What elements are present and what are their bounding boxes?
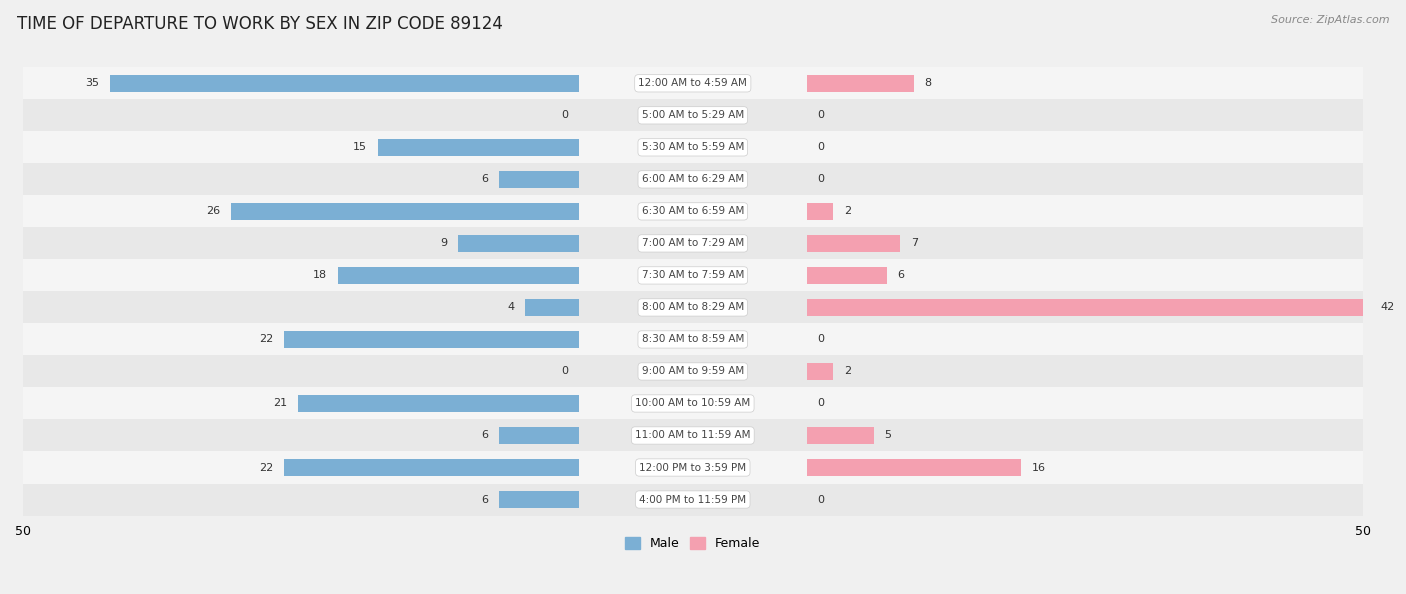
Text: 5:30 AM to 5:59 AM: 5:30 AM to 5:59 AM — [641, 143, 744, 152]
Bar — [22, 228, 1362, 260]
Text: 7:30 AM to 7:59 AM: 7:30 AM to 7:59 AM — [641, 270, 744, 280]
Bar — [22, 260, 1362, 292]
Bar — [807, 426, 873, 444]
Text: 26: 26 — [205, 206, 219, 216]
Legend: Male, Female: Male, Female — [620, 532, 765, 555]
Text: 0: 0 — [817, 175, 824, 184]
Bar — [22, 484, 1362, 516]
Bar — [284, 331, 579, 348]
Bar — [22, 419, 1362, 451]
Text: 9:00 AM to 9:59 AM: 9:00 AM to 9:59 AM — [641, 366, 744, 377]
Text: 16: 16 — [1032, 463, 1046, 472]
Text: 11:00 AM to 11:59 AM: 11:00 AM to 11:59 AM — [636, 431, 751, 441]
Bar — [22, 67, 1362, 99]
Bar — [110, 74, 579, 92]
Bar — [807, 267, 887, 284]
Bar — [22, 163, 1362, 195]
Text: 6: 6 — [481, 495, 488, 504]
Bar — [22, 387, 1362, 419]
Text: 8:30 AM to 8:59 AM: 8:30 AM to 8:59 AM — [641, 334, 744, 345]
Bar — [807, 363, 834, 380]
Bar — [22, 292, 1362, 324]
Text: 7:00 AM to 7:29 AM: 7:00 AM to 7:29 AM — [641, 238, 744, 248]
Text: 7: 7 — [911, 238, 918, 248]
Text: 22: 22 — [259, 463, 274, 472]
Text: 2: 2 — [844, 206, 851, 216]
Text: 0: 0 — [817, 334, 824, 345]
Text: 10:00 AM to 10:59 AM: 10:00 AM to 10:59 AM — [636, 399, 751, 409]
Bar — [337, 267, 579, 284]
Bar — [499, 491, 579, 508]
Text: 9: 9 — [440, 238, 447, 248]
Bar — [807, 235, 900, 252]
Bar — [284, 459, 579, 476]
Text: 12:00 PM to 3:59 PM: 12:00 PM to 3:59 PM — [640, 463, 747, 472]
Text: 0: 0 — [561, 110, 568, 121]
Text: 42: 42 — [1381, 302, 1395, 312]
Text: 4: 4 — [508, 302, 515, 312]
Text: 6:30 AM to 6:59 AM: 6:30 AM to 6:59 AM — [641, 206, 744, 216]
Bar — [458, 235, 579, 252]
Bar — [231, 203, 579, 220]
Bar — [807, 299, 1369, 316]
Bar — [22, 195, 1362, 228]
Bar — [526, 299, 579, 316]
Text: 6:00 AM to 6:29 AM: 6:00 AM to 6:29 AM — [641, 175, 744, 184]
Text: 4:00 PM to 11:59 PM: 4:00 PM to 11:59 PM — [640, 495, 747, 504]
Text: 21: 21 — [273, 399, 287, 409]
Bar — [22, 355, 1362, 387]
Bar — [807, 203, 834, 220]
Text: 0: 0 — [561, 366, 568, 377]
Text: 8: 8 — [925, 78, 932, 89]
Text: 5: 5 — [884, 431, 891, 441]
Bar — [22, 451, 1362, 484]
Text: Source: ZipAtlas.com: Source: ZipAtlas.com — [1271, 15, 1389, 25]
Bar — [499, 170, 579, 188]
Text: 35: 35 — [86, 78, 100, 89]
Text: 6: 6 — [481, 175, 488, 184]
Bar — [807, 459, 1021, 476]
Bar — [22, 131, 1362, 163]
Text: 6: 6 — [481, 431, 488, 441]
Bar — [22, 324, 1362, 355]
Text: 2: 2 — [844, 366, 851, 377]
Text: 6: 6 — [898, 270, 904, 280]
Text: 12:00 AM to 4:59 AM: 12:00 AM to 4:59 AM — [638, 78, 747, 89]
Text: 8:00 AM to 8:29 AM: 8:00 AM to 8:29 AM — [641, 302, 744, 312]
Text: 22: 22 — [259, 334, 274, 345]
Text: 0: 0 — [817, 495, 824, 504]
Text: 5:00 AM to 5:29 AM: 5:00 AM to 5:29 AM — [641, 110, 744, 121]
Text: 0: 0 — [817, 110, 824, 121]
Bar — [22, 99, 1362, 131]
Text: TIME OF DEPARTURE TO WORK BY SEX IN ZIP CODE 89124: TIME OF DEPARTURE TO WORK BY SEX IN ZIP … — [17, 15, 503, 33]
Bar — [378, 138, 579, 156]
Text: 18: 18 — [314, 270, 328, 280]
Text: 0: 0 — [817, 399, 824, 409]
Text: 0: 0 — [817, 143, 824, 152]
Text: 15: 15 — [353, 143, 367, 152]
Bar — [298, 394, 579, 412]
Bar — [499, 426, 579, 444]
Bar — [807, 74, 914, 92]
